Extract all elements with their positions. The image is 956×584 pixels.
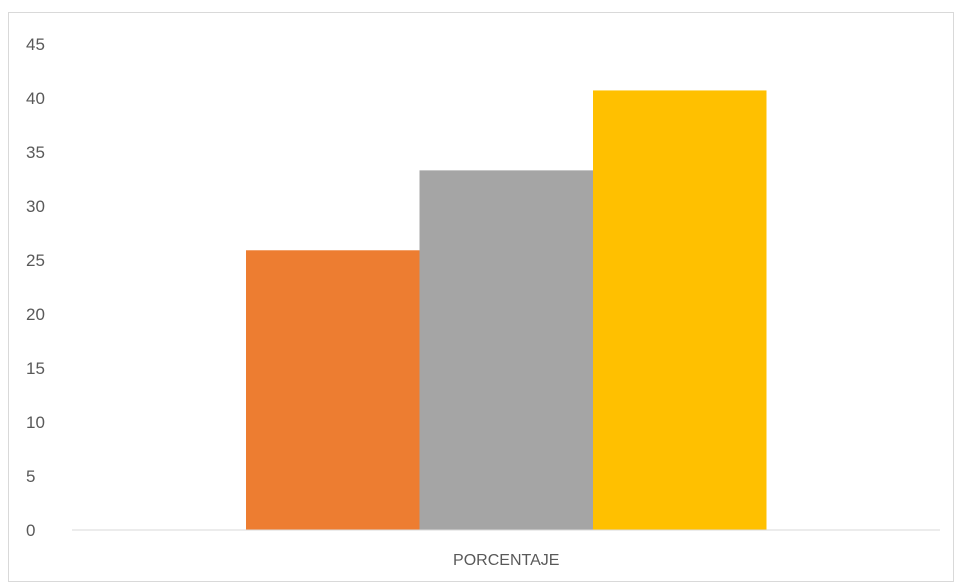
y-tick-label: 35	[26, 143, 45, 162]
y-tick-label: 5	[26, 467, 35, 486]
bar	[246, 250, 420, 530]
y-tick-label: 30	[26, 197, 45, 216]
y-tick-label: 40	[26, 89, 45, 108]
x-category-label: PORCENTAJE	[453, 552, 559, 569]
y-tick-label: 0	[26, 521, 35, 540]
bar	[593, 90, 767, 530]
y-tick-label: 45	[26, 35, 45, 54]
y-tick-label: 10	[26, 413, 45, 432]
y-axis-tick-labels: 0 5 10 15 20 25 30 35 40 45	[26, 35, 45, 540]
bar	[419, 170, 593, 531]
y-tick-label: 15	[26, 359, 45, 378]
y-tick-label: 25	[26, 251, 45, 270]
x-axis-category-labels: PORCENTAJE	[453, 552, 559, 569]
y-tick-label: 20	[26, 305, 45, 324]
bar-group	[246, 90, 767, 531]
